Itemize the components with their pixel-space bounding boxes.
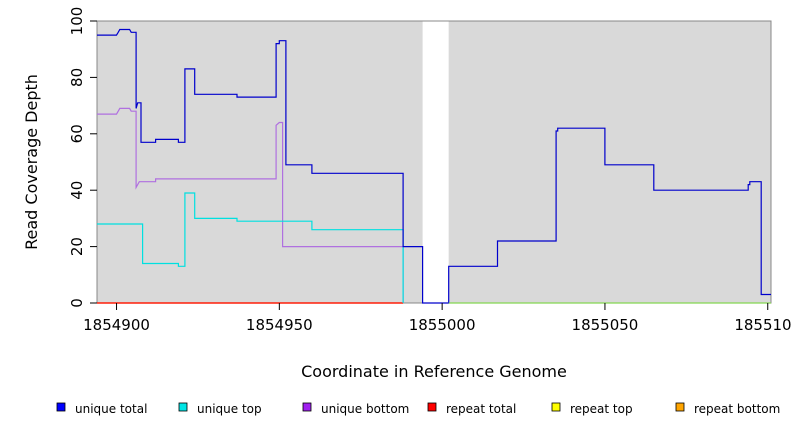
y-tick-label: 0 [68, 298, 86, 308]
legend-label-unique-total: unique total [75, 402, 147, 416]
x-tick-label: 1854950 [246, 316, 313, 334]
legend-label-repeat-top: repeat top [570, 402, 633, 416]
x-tick-label: 1855000 [409, 316, 476, 334]
y-tick-label: 20 [68, 237, 86, 256]
legend-swatch-unique-top [178, 402, 188, 412]
x-tick-label: 1854900 [83, 316, 150, 334]
legend-swatch-repeat-total [427, 402, 437, 412]
y-tick-label: 60 [68, 124, 86, 143]
legend-swatch-unique-bottom [302, 402, 312, 412]
y-axis-title: Read Coverage Depth [22, 74, 41, 250]
legend-label-unique-bottom: unique bottom [321, 402, 409, 416]
series-line-unique-total [97, 28, 771, 304]
plot-area [96, 20, 772, 304]
legend-swatch-unique-total [56, 402, 66, 412]
legend-swatch-repeat-top [551, 402, 561, 412]
legend-label-repeat-bottom: repeat bottom [694, 402, 780, 416]
series-line-unique-bottom [97, 107, 404, 303]
legend-label-unique-top: unique top [197, 402, 262, 416]
series-layer [97, 28, 771, 304]
coverage-gap [422, 21, 449, 303]
y-axis: 0 20 40 60 80 100 [68, 7, 97, 308]
y-tick-label: 80 [68, 68, 86, 87]
legend-swatch-repeat-bottom [675, 402, 685, 412]
legend: unique total unique top unique bottom repea… [56, 402, 780, 416]
x-tick-label: 1855050 [572, 316, 639, 334]
y-tick-label: 100 [68, 7, 86, 36]
series-line-unique-top [97, 192, 404, 303]
x-axis-title: Coordinate in Reference Genome [301, 362, 567, 381]
legend-label-repeat-total: repeat total [446, 402, 516, 416]
y-tick-label: 40 [68, 181, 86, 200]
